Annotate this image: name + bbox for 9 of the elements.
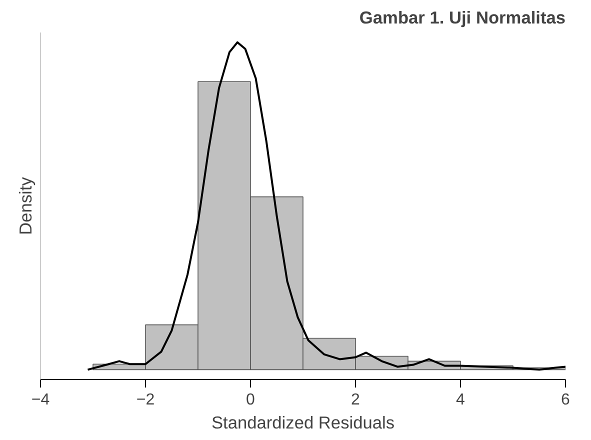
x-tick-label: −2 [136, 392, 155, 408]
x-tick-label: 0 [246, 392, 256, 408]
x-tick-label: −4 [31, 392, 50, 408]
chart-title: Gambar 1. Uji Normalitas [359, 8, 566, 28]
x-tick-label: 2 [351, 392, 360, 408]
x-tick-label: 6 [561, 392, 570, 408]
x-axis-title: Standardized Residuals [211, 412, 395, 432]
x-tick-label: 4 [456, 392, 466, 408]
y-axis-title: Density [16, 176, 36, 235]
